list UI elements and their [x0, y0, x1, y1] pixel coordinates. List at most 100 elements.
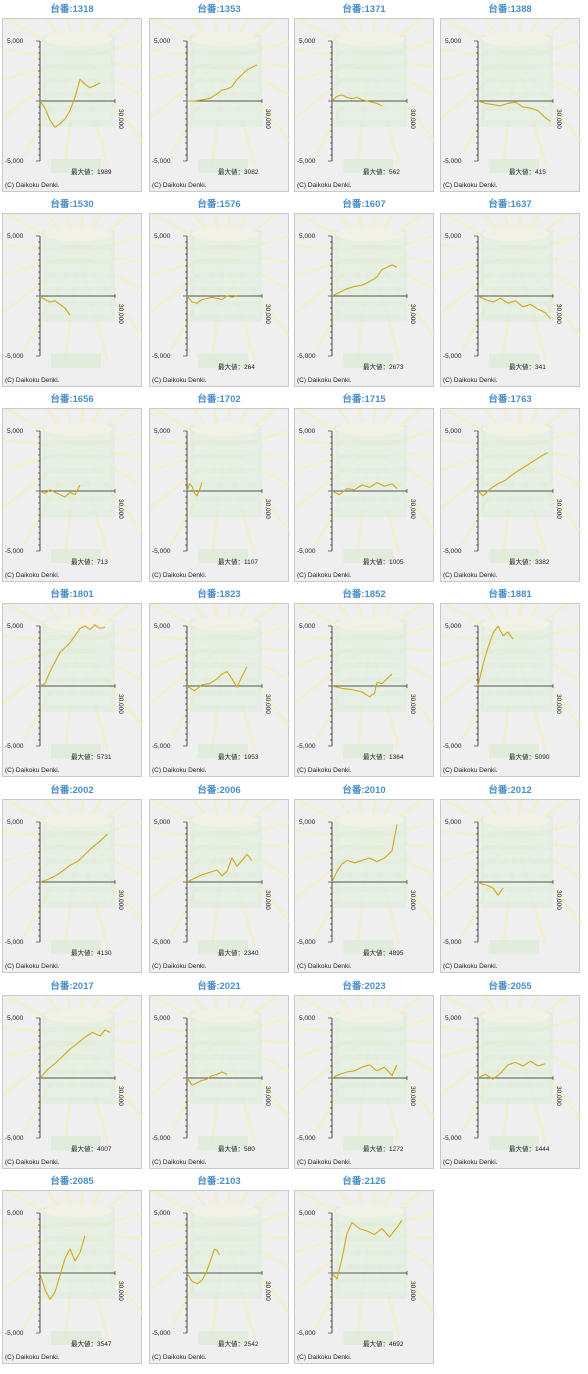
- ray-decoration: [515, 1034, 581, 1046]
- machine-number-link[interactable]: 台番:1715: [342, 394, 386, 405]
- y-tick-label: -5,000: [297, 1135, 316, 1142]
- base-decoration: [489, 744, 539, 758]
- panel-stripe-decoration: [339, 473, 403, 482]
- ray-decoration: [223, 253, 290, 340]
- machine-number-link[interactable]: 台番:1576: [197, 199, 241, 210]
- ray-decoration: [223, 253, 257, 361]
- ray-decoration: [224, 1229, 290, 1270]
- y-tick-label: -5,000: [297, 548, 316, 555]
- slump-graph-frame: 5,000 -5,000 30,000 最大値：1107 (C) Daikoku Den…: [149, 408, 290, 582]
- panel-stripe-decoration: [485, 654, 549, 663]
- x-tick-label: 30,000: [264, 890, 271, 910]
- panel-stripe-decoration: [47, 306, 111, 315]
- machine-number-link[interactable]: 台番:1371: [342, 4, 386, 15]
- ray-decoration: [150, 48, 226, 61]
- ray-decoration: [441, 243, 517, 256]
- base-decoration: [343, 159, 393, 173]
- slump-graph-frame: 5,000 -5,000 30,000 最大値：1989 (C) Daikoku Den…: [2, 18, 143, 192]
- machine-number-link[interactable]: 台番:2085: [50, 1176, 94, 1187]
- machine-number-link[interactable]: 台番:2126: [342, 1176, 386, 1187]
- ray-decoration: [460, 58, 518, 156]
- machine-number-link[interactable]: 台番:2006: [197, 785, 241, 796]
- machine-graph-card: 台番:1823 5,000 -5,000 30,000 最大値：1953 (C) Daik…: [147, 587, 291, 782]
- ray-decoration: [295, 838, 371, 901]
- panel-stripe-decoration: [339, 278, 403, 287]
- machine-number-link[interactable]: 台番:2055: [488, 981, 532, 992]
- machine-graph-card: 台番:2126 5,000 -5,000 30,000 最大値：4692 (C) Daik…: [292, 1174, 436, 1369]
- slump-graph-frame: 5,000 -5,000 30,000 最大値：3547 (C) Daikoku Den…: [2, 1190, 143, 1364]
- ray-decoration: [77, 252, 143, 293]
- background-decoration: [3, 19, 143, 173]
- copyright-text: (C) Daikoku Denki.: [443, 1159, 498, 1166]
- panel-decoration: [481, 1012, 553, 1104]
- panel-stripe-decoration: [339, 878, 403, 887]
- machine-number-link[interactable]: 台番:2103: [197, 1176, 241, 1187]
- base-decoration: [51, 549, 101, 563]
- machine-number-link[interactable]: 台番:2017: [50, 981, 94, 992]
- slump-series-line: [477, 100, 551, 122]
- ray-decoration: [3, 996, 79, 1038]
- ray-decoration: [515, 838, 581, 850]
- panel-stripe-decoration: [339, 111, 403, 120]
- machine-number-link[interactable]: 台番:1318: [50, 4, 94, 15]
- machine-number-link[interactable]: 台番:1823: [197, 589, 241, 600]
- machine-number-link[interactable]: 台番:1353: [197, 4, 241, 15]
- panel-decoration: [43, 1207, 115, 1299]
- max-value-label: 最大値：4895: [363, 948, 404, 957]
- machine-number-link[interactable]: 台番:1702: [197, 394, 241, 405]
- machine-number-link[interactable]: 台番:2021: [197, 981, 241, 992]
- machine-graph-card: 台番:1353 5,000 -5,000 30,000 最大値：3082 (C) Daik…: [147, 2, 291, 197]
- ray-decoration: [3, 604, 79, 646]
- ray-decoration: [368, 448, 402, 556]
- machine-number-link[interactable]: 台番:1530: [50, 199, 94, 210]
- panel-stripe-decoration: [47, 1227, 111, 1236]
- base-decoration: [343, 1136, 393, 1150]
- base-decoration: [489, 940, 539, 954]
- panel-stripe-decoration: [339, 892, 403, 901]
- ray-decoration: [368, 253, 402, 361]
- slump-graph-frame: 5,000 -5,000 30,000 最大値：562 (C) Daikoku Denk…: [294, 18, 435, 192]
- panel-stripe-decoration: [485, 836, 549, 845]
- ray-decoration: [77, 1229, 143, 1270]
- ray-decoration: [150, 1025, 226, 1038]
- ray-decoration: [224, 252, 290, 264]
- ray-decoration: [77, 57, 143, 69]
- y-tick-label: 5,000: [7, 1015, 24, 1022]
- background-decoration: [150, 604, 290, 758]
- machine-number-link[interactable]: 台番:1388: [488, 4, 532, 15]
- machine-graph-card: 台番:2055 5,000 -5,000 30,000 最大値：1444 (C) Daik…: [438, 979, 582, 1174]
- machine-number-link[interactable]: 台番:1607: [342, 199, 386, 210]
- ray-decoration: [369, 604, 424, 646]
- slump-graph: 5,000 -5,000 30,000 最大値：1005 (C) Daikoku Den…: [295, 409, 435, 579]
- slump-graph: 5,000 -5,000 30,000 最大値：1107 (C) Daikoku Den…: [150, 409, 290, 579]
- machine-number-link[interactable]: 台番:2002: [50, 785, 94, 796]
- ray-decoration: [368, 1230, 435, 1317]
- background-decoration: [295, 19, 435, 173]
- ray-decoration: [223, 1230, 257, 1338]
- panel-stripe-decoration: [339, 1283, 403, 1292]
- panel-top-decoration: [482, 227, 550, 241]
- panel-stripe-decoration: [339, 1088, 403, 1097]
- machine-number-link[interactable]: 台番:2023: [342, 981, 386, 992]
- machine-number-link[interactable]: 台番:1763: [488, 394, 532, 405]
- machine-number-link[interactable]: 台番:1801: [50, 589, 94, 600]
- ray-decoration: [441, 57, 517, 82]
- machine-number-link[interactable]: 台番:1881: [488, 589, 532, 600]
- machine-number-link[interactable]: 台番:2012: [488, 785, 532, 796]
- slump-series-line: [331, 673, 393, 698]
- machine-number-link[interactable]: 台番:1656: [50, 394, 94, 405]
- machine-number-link[interactable]: 台番:2010: [342, 785, 386, 796]
- slump-graph-frame: 5,000 -5,000 30,000 最大値：5090 (C) Daikoku Den…: [440, 603, 581, 777]
- base-decoration: [198, 1331, 248, 1345]
- ray-decoration: [295, 57, 371, 82]
- background-decoration: [295, 604, 435, 758]
- ray-decoration: [295, 838, 371, 863]
- ray-decoration: [441, 19, 517, 61]
- panel-stripe-decoration: [47, 55, 111, 64]
- machine-number-link[interactable]: 台番:1637: [488, 199, 532, 210]
- copyright-text: (C) Daikoku Denki.: [5, 182, 60, 189]
- panel-decoration: [190, 816, 262, 908]
- base-decoration: [51, 354, 101, 368]
- machine-number-link[interactable]: 台番:1852: [342, 589, 386, 600]
- slump-graph: 5,000 -5,000 30,000 最大値：3382 (C) Daikoku Den…: [441, 409, 581, 579]
